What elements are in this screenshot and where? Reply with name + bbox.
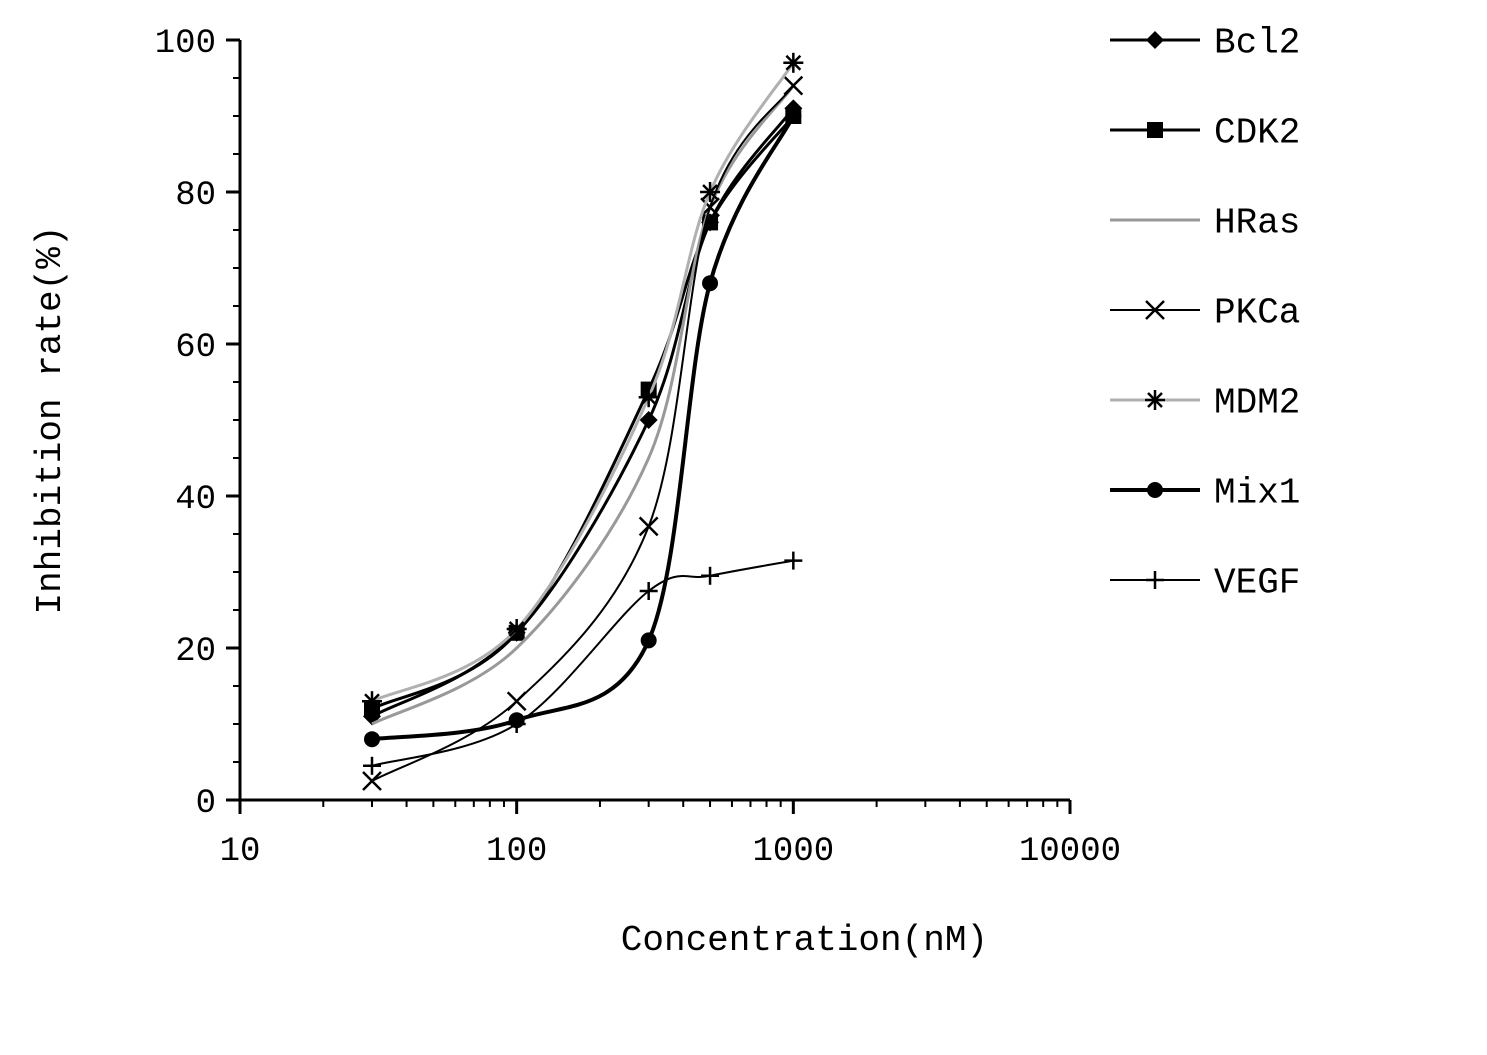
legend-label: HRas — [1214, 203, 1300, 244]
legend-label: Bcl2 — [1214, 23, 1300, 64]
y-axis-label: Inhibition rate(%) — [30, 226, 71, 615]
svg-text:10: 10 — [220, 833, 261, 871]
legend-label: PKCa — [1214, 293, 1300, 334]
svg-text:0: 0 — [196, 785, 216, 823]
svg-text:100: 100 — [155, 25, 216, 63]
svg-text:10000: 10000 — [1019, 833, 1121, 871]
legend-label: MDM2 — [1214, 383, 1300, 424]
svg-text:40: 40 — [175, 481, 216, 519]
svg-text:20: 20 — [175, 633, 216, 671]
legend-label: Mix1 — [1214, 473, 1300, 514]
legend-label: CDK2 — [1214, 113, 1300, 154]
legend-label: VEGF — [1214, 563, 1300, 604]
svg-text:80: 80 — [175, 177, 216, 215]
svg-text:60: 60 — [175, 329, 216, 367]
inhibition-chart: 0 20 40 60 80 100 10 100 1000 10000 Inhibition rat… — [0, 0, 1487, 1055]
x-axis-label: Concentration(nM) — [621, 920, 988, 961]
svg-text:100: 100 — [486, 833, 547, 871]
chart-container: 0 20 40 60 80 100 10 100 1000 10000 Inhibition rat… — [0, 0, 1487, 1055]
svg-text:1000: 1000 — [753, 833, 835, 871]
